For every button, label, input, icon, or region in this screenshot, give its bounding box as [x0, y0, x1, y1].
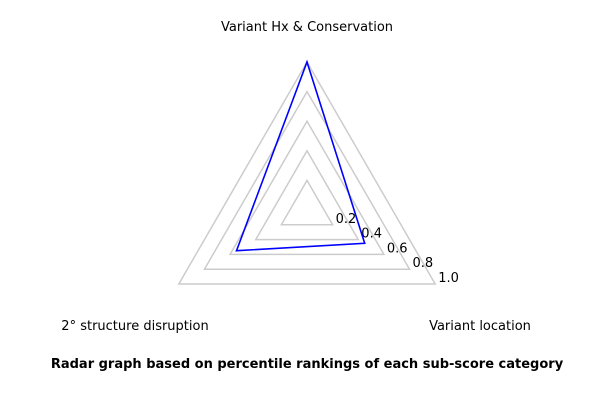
axis-label-left: 2° structure disruption [61, 319, 208, 334]
axis-labels: Variant Hx & Conservation Variant locati… [61, 20, 531, 334]
ring-label-1: 0.4 [361, 227, 382, 242]
axis-label-top: Variant Hx & Conservation [221, 20, 393, 35]
grid-ring-4 [177, 60, 437, 285]
series-0-point-2 [235, 249, 238, 252]
axis-label-right: Variant location [429, 319, 531, 334]
series-line-0 [235, 59, 366, 252]
chart-caption: Radar graph based on percentile rankings… [0, 357, 600, 372]
radar-grid [177, 60, 437, 285]
grid-ring-0 [280, 178, 334, 226]
grid-ring-3 [203, 90, 411, 270]
chart-caption-text: Radar graph based on percentile rankings… [50, 357, 564, 372]
ring-tick-labels: 0.2 0.4 0.6 0.8 1.0 [336, 212, 459, 286]
grid-ring-2 [228, 119, 386, 256]
grid-ring-1 [254, 149, 360, 241]
ring-label-3: 0.8 [413, 256, 434, 271]
radar-series [235, 59, 366, 252]
series-0-point-1 [363, 242, 366, 245]
series-0-point-0 [306, 61, 308, 63]
ring-label-2: 0.6 [387, 241, 408, 256]
ring-label-0: 0.2 [336, 212, 357, 227]
ring-label-4: 1.0 [438, 271, 459, 286]
